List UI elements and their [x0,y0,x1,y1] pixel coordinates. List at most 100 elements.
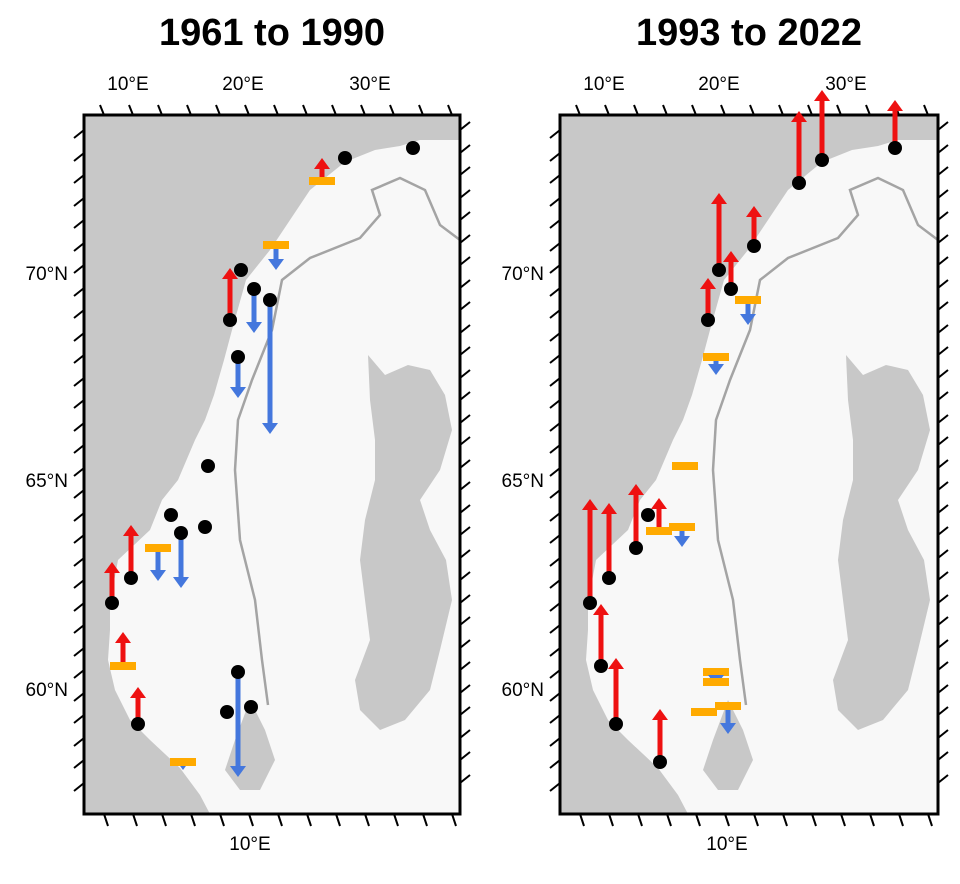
frame-tick [937,436,949,446]
frame-tick [73,512,85,522]
frame-tick [459,684,471,694]
frame-tick [73,377,85,387]
down-arrow-head [262,423,278,434]
frame-tick [869,813,875,827]
frame-tick [73,534,85,544]
station [735,296,761,325]
up-arrow-head [608,658,624,669]
station-dot-marker [792,176,806,190]
frame-tick [724,813,730,827]
gulf-of-bothnia [833,355,930,730]
frame-tick [549,489,561,499]
frame-tick [459,324,471,334]
station [601,503,617,585]
frame-tick [73,759,85,769]
frame-tick [937,729,949,739]
lat-label: 70°N [502,264,544,285]
frame-ticks [73,104,471,827]
station [222,268,238,327]
up-arrow-head [814,90,830,101]
station [672,462,698,470]
frame-tick [459,774,471,784]
frame-tick [459,481,471,491]
station [230,665,246,777]
frame-tick [73,579,85,589]
up-arrow-head [314,158,330,169]
frame-tick [782,813,788,827]
frame-tick [937,121,949,131]
frame-tick [248,813,254,827]
frame-tick [937,706,949,716]
frame-tick [459,639,471,649]
no-trend-bar-marker [669,523,695,531]
no-trend-bar-marker [703,353,729,361]
panel-title-right: 1993 to 2022 [635,12,863,54]
up-arrow-head [723,251,739,262]
station-dot-marker [602,571,616,585]
no-trend-bar-marker [715,702,741,710]
station-dot-marker [724,282,738,296]
frame-tick [549,242,561,252]
station [691,708,717,716]
station [246,282,262,333]
frame-tick [549,759,561,769]
frame-tick [662,104,668,116]
station-dot-marker [712,263,726,277]
frame-tick [459,661,471,671]
frame-tick [549,219,561,229]
up-arrow-head [115,632,131,643]
up-arrow-head [601,503,617,514]
station [652,709,668,769]
frame-tick [937,751,949,761]
station-dot-marker [641,508,655,522]
station [263,241,289,270]
frame-tick [161,813,167,827]
station-dot-marker [653,755,667,769]
frame-tick [549,377,561,387]
station [173,526,189,588]
frame-tick [73,354,85,364]
frame-tick [73,264,85,274]
down-arrow-head [720,723,736,734]
station-dot-marker [609,717,623,731]
frame-ticks [549,104,949,827]
frame-tick [459,436,471,446]
station [641,508,655,522]
lon-label-top: 30°E [349,74,390,95]
lon-label-top: 30°E [825,74,866,95]
frame-tick [459,571,471,581]
frame-tick [549,669,561,679]
frame-tick [937,774,949,784]
frame-tick [937,211,949,221]
frame-tick [923,104,929,116]
frame-tick [695,813,701,827]
frame-tick [459,706,471,716]
frame-tick [937,189,949,199]
frame-tick [459,616,471,626]
frame-tick [575,104,581,116]
frame-tick [549,197,561,207]
station [700,278,716,327]
station [582,499,598,610]
up-arrow-head [593,604,609,615]
frame-tick [99,104,105,116]
down-arrow-head [708,364,724,375]
frame-tick [364,813,370,827]
frame-tick [73,174,85,184]
up-arrow-head [651,498,667,509]
down-arrow-head [150,570,166,581]
frame-tick [73,669,85,679]
frame-tick [927,813,933,827]
station [262,293,278,434]
frame-tick [549,737,561,747]
frame-tick [549,444,561,454]
frame-tick [937,414,949,424]
frame-tick [549,647,561,657]
frame-tick [306,813,312,827]
lon-label-top: 20°E [698,74,739,95]
frame-tick [132,813,138,827]
up-arrow-head [652,709,668,720]
lat-label: 70°N [26,264,68,285]
up-arrow-head [700,278,716,289]
frame-tick [190,813,196,827]
